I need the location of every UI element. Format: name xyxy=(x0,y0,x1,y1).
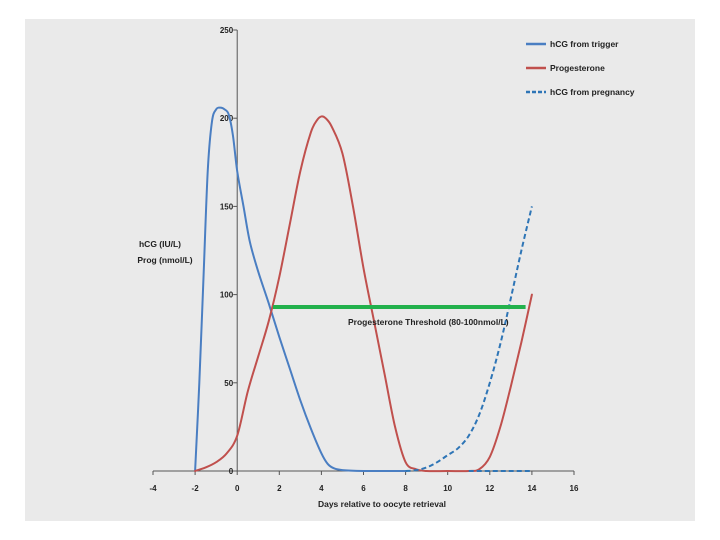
x-axis-title: Days relative to oocyte retrieval xyxy=(318,499,446,509)
y-axis-title-line2: Prog (nmol/L) xyxy=(137,255,192,265)
y-axis-title-line1: hCG (IU/L) xyxy=(139,239,181,249)
y-tick-label: 250 xyxy=(220,26,234,35)
y-tick-label: 50 xyxy=(224,379,233,388)
plot-background xyxy=(25,19,695,521)
legend: hCG from trigger Progesterone hCG from pre… xyxy=(526,39,635,97)
x-tick-label: 14 xyxy=(527,484,536,493)
x-tick-label: 10 xyxy=(443,484,452,493)
y-tick-label: 100 xyxy=(220,291,234,300)
series-line-hcg-from-trigger xyxy=(194,106,407,473)
legend-label: hCG from pregnancy xyxy=(550,87,635,97)
axes: -4 -2 0 2 4 6 8 10 12 14 16 0 50 100 150 200 250 xyxy=(149,26,579,493)
x-tick-label: 12 xyxy=(485,484,494,493)
series-line-progesterone xyxy=(194,115,533,473)
x-tick-label: 0 xyxy=(235,484,240,493)
y-tick-label: 200 xyxy=(220,114,234,123)
x-tick-label: -4 xyxy=(149,484,157,493)
series-line-hcg-from-pregnancy xyxy=(405,206,533,472)
y-tick-label: 0 xyxy=(229,467,234,476)
legend-label: hCG from trigger xyxy=(550,39,619,49)
series-layer xyxy=(194,106,533,473)
threshold-label: Progesterone Threshold (80-100nmol/L) xyxy=(348,317,509,327)
x-tick-label: 16 xyxy=(570,484,579,493)
annotation-layer: Progesterone Threshold (80-100nmol/L) xyxy=(272,304,526,327)
y-tick-label: 150 xyxy=(220,202,234,211)
x-tick-label: -2 xyxy=(192,484,200,493)
x-tick-label: 2 xyxy=(277,484,282,493)
x-tick-label: 6 xyxy=(361,484,366,493)
x-tick-label: 8 xyxy=(403,484,408,493)
legend-label: Progesterone xyxy=(550,63,605,73)
x-tick-label: 4 xyxy=(319,484,324,493)
